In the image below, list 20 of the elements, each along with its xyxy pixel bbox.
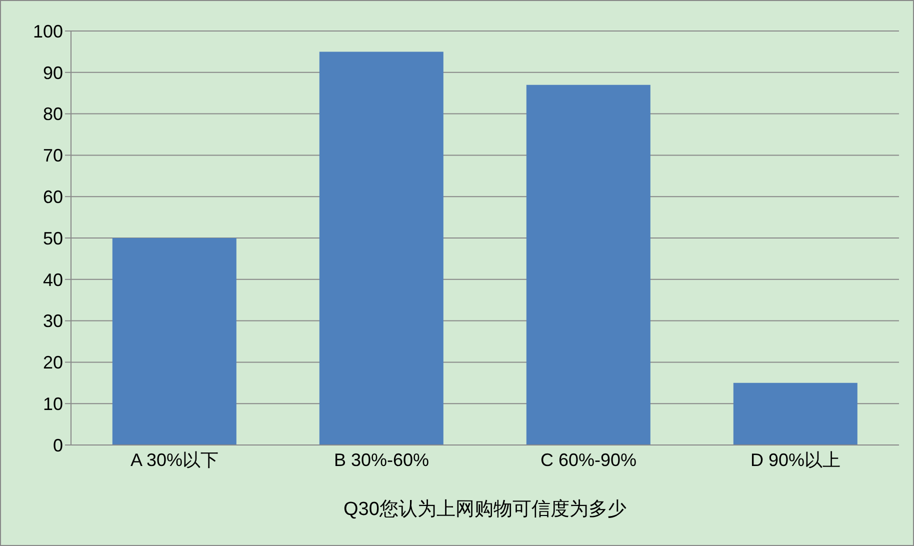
y-tick-label: 70 <box>42 146 63 166</box>
x-axis-title: Q30您认为上网购物可信度为多少 <box>344 498 626 520</box>
y-tick-label: 100 <box>32 21 63 42</box>
x-tick-label: B 30%-60% <box>334 450 430 470</box>
y-tick-label: 50 <box>42 228 63 248</box>
bar <box>319 52 444 445</box>
x-tick-label: A 30%以下 <box>130 450 219 470</box>
y-tick-label: 30 <box>42 311 63 332</box>
y-tick-label: 60 <box>42 186 63 207</box>
x-tick-label: C 60%-90% <box>540 450 637 470</box>
bar <box>112 238 236 445</box>
bar <box>733 382 858 445</box>
y-tick-label: 20 <box>42 352 63 373</box>
y-tick-label: 80 <box>42 104 63 124</box>
y-tick-label: 10 <box>42 394 63 414</box>
x-tick-label: D 90%以上 <box>750 450 841 470</box>
y-tick-label: 40 <box>42 270 63 290</box>
y-tick-label: 90 <box>42 62 63 83</box>
bar <box>526 84 650 445</box>
y-tick-label: 0 <box>52 435 63 456</box>
